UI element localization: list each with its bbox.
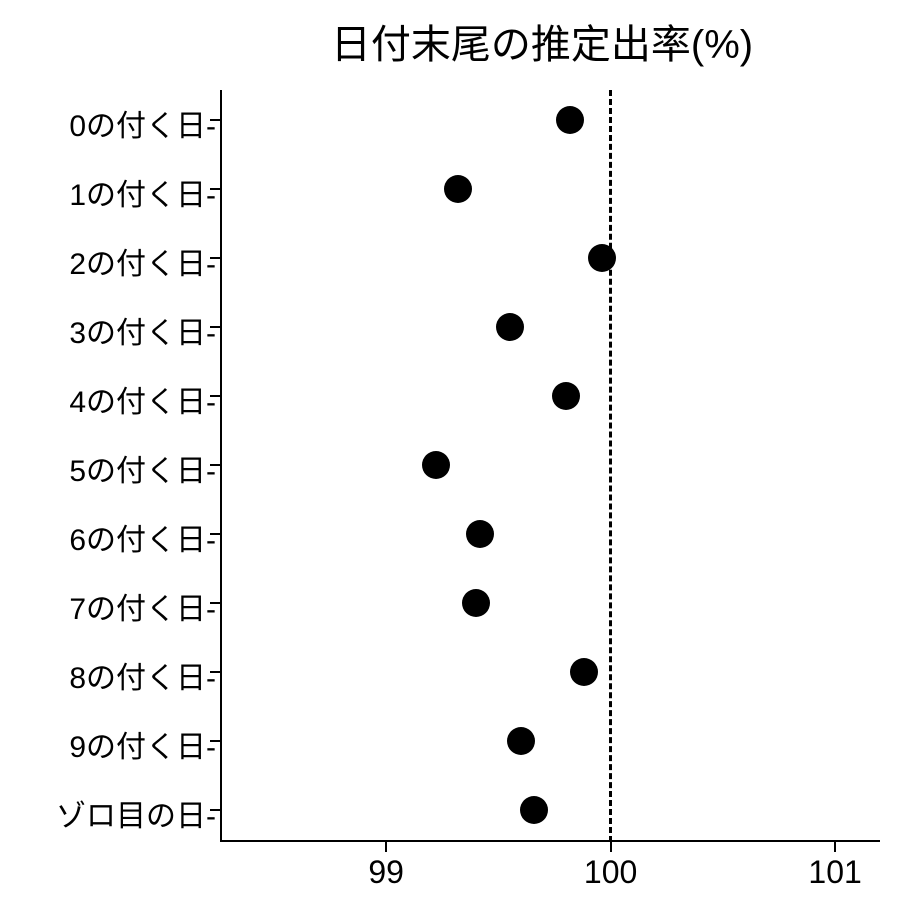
chart-title: 日付末尾の推定出率(%)	[192, 12, 892, 70]
x-axis-tick	[385, 842, 387, 852]
y-axis-tick	[210, 602, 220, 604]
data-point	[462, 589, 490, 617]
plot-area	[220, 90, 880, 842]
x-axis-tick	[834, 842, 836, 852]
y-axis-label: 8の付く日-	[69, 653, 216, 697]
data-point	[507, 727, 535, 755]
y-axis-tick	[210, 740, 220, 742]
y-axis-label: 7の付く日-	[69, 584, 216, 628]
data-point	[444, 175, 472, 203]
y-axis-tick	[210, 671, 220, 673]
data-point	[552, 382, 580, 410]
y-axis-label: 1の付く日-	[69, 170, 216, 214]
data-point	[570, 658, 598, 686]
y-axis-label: 0の付く日-	[69, 101, 216, 145]
y-axis-label: 2の付く日-	[69, 239, 216, 283]
data-point	[520, 796, 548, 824]
reference-line	[609, 90, 612, 842]
y-axis-label: ゾロ目の日-	[56, 791, 216, 835]
data-point	[496, 313, 524, 341]
y-axis-tick	[210, 395, 220, 397]
x-axis-label: 101	[808, 854, 861, 891]
y-axis-tick	[210, 326, 220, 328]
x-axis-label: 100	[584, 854, 637, 891]
x-axis-tick	[610, 842, 612, 852]
chart-container: 日付末尾の推定出率(%) 0の付く日- 1の付く日- 2の付く日- 3の付く日- 4の付…	[0, 0, 900, 900]
x-axis-label: 99	[368, 854, 404, 891]
y-axis-label: 9の付く日-	[69, 722, 216, 766]
data-point	[466, 520, 494, 548]
y-axis-tick	[210, 257, 220, 259]
y-axis-label: 4の付く日-	[69, 377, 216, 421]
y-axis-label: 3の付く日-	[69, 308, 216, 352]
y-axis-label: 6の付く日-	[69, 515, 216, 559]
data-point	[556, 106, 584, 134]
y-axis-tick	[210, 188, 220, 190]
y-axis-label: 5の付く日-	[69, 446, 216, 490]
data-point	[422, 451, 450, 479]
y-axis-tick	[210, 533, 220, 535]
y-axis-tick	[210, 119, 220, 121]
data-point	[588, 244, 616, 272]
y-axis-tick	[210, 809, 220, 811]
y-axis-tick	[210, 464, 220, 466]
